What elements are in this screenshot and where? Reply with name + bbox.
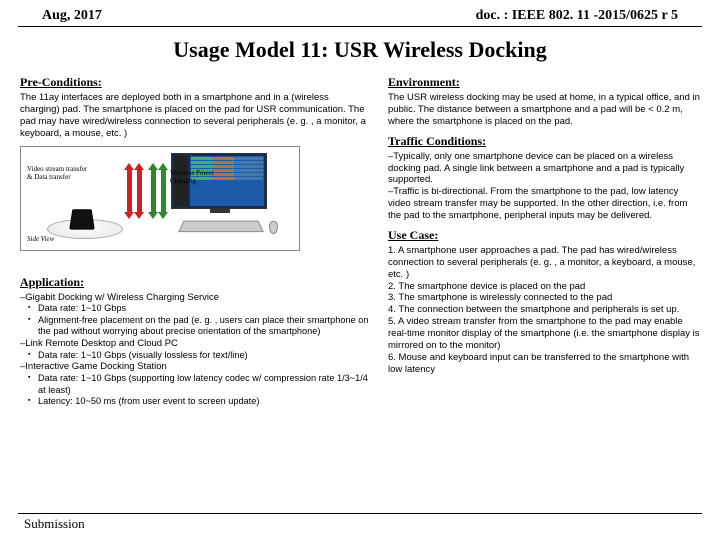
- usecase-heading: Use Case:: [388, 228, 700, 243]
- content-columns: Pre-Conditions: The 11ay interfaces are …: [0, 75, 720, 408]
- app-bullet: Data rate: 1~10 Gbps (supporting low lat…: [20, 373, 370, 396]
- preconditions-heading: Pre-Conditions:: [20, 75, 370, 90]
- app-item-5: –Interactive Game Docking Station: [20, 361, 370, 373]
- environment-text: The USR wireless docking may be used at …: [388, 92, 700, 128]
- right-column: Environment: The USR wireless docking ma…: [388, 75, 700, 408]
- traffic-heading: Traffic Conditions:: [388, 134, 700, 149]
- footer-text: Submission: [24, 516, 85, 532]
- header-doc: doc. : IEEE 802. 11 -2015/0625 r 5: [476, 8, 678, 24]
- footer-divider: [18, 513, 702, 514]
- phone-icon: [69, 209, 95, 229]
- application-heading: Application:: [20, 275, 370, 290]
- arrow-red-icon: [127, 169, 132, 213]
- environment-heading: Environment:: [388, 75, 700, 90]
- page-title: Usage Model 11: USR Wireless Docking: [0, 37, 720, 63]
- keyboard-icon: [178, 220, 264, 232]
- app-bullet: Latency: 10~50 ms (from user event to sc…: [20, 396, 370, 408]
- app-bullet: Data rate: 1~10 Gbps (visually lossless …: [20, 350, 370, 362]
- header-date: Aug, 2017: [42, 8, 102, 24]
- diagram-label-right: Wireless PowerCharging: [170, 169, 230, 185]
- left-column: Pre-Conditions: The 11ay interfaces are …: [20, 75, 370, 408]
- app-bullet: Alignment-free placement on the pad (e. …: [20, 315, 370, 338]
- arrow-green-icon: [161, 169, 166, 213]
- traffic-text: –Typically, only one smartphone device c…: [388, 151, 700, 222]
- side-view-label: Side View: [27, 235, 54, 243]
- app-item-0: –Gigabit Docking w/ Wireless Charging Se…: [20, 292, 370, 304]
- preconditions-text: The 11ay interfaces are deployed both in…: [20, 92, 370, 140]
- usecase-text: 1. A smartphone user approaches a pad. T…: [388, 245, 700, 376]
- arrow-red-icon: [137, 169, 142, 213]
- docking-diagram: Video stream transfer& Data transfer Sid…: [20, 146, 300, 251]
- mouse-icon: [269, 221, 278, 234]
- app-item-3: –Link Remote Desktop and Cloud PC: [20, 338, 370, 350]
- app-bullet: Data rate: 1~10 Gbps: [20, 303, 370, 315]
- diagram-label-left: Video stream transfer& Data transfer: [27, 165, 97, 181]
- page-header: Aug, 2017 doc. : IEEE 802. 11 -2015/0625…: [18, 0, 702, 27]
- arrow-green-icon: [151, 169, 156, 213]
